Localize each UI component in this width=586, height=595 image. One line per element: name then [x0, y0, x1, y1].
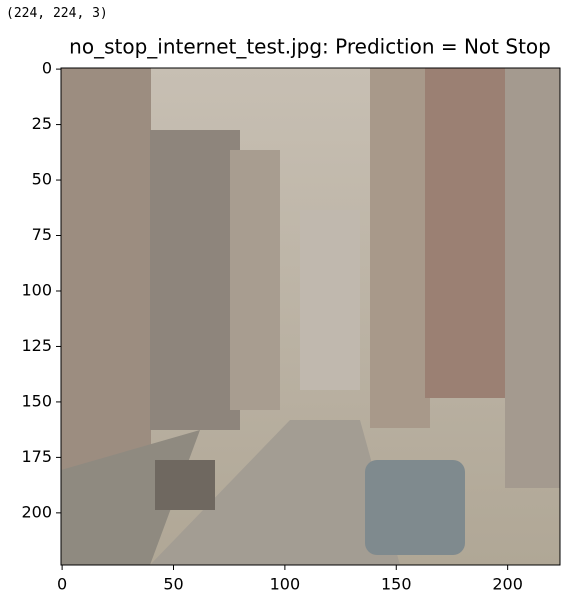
- image: [61, 68, 560, 565]
- y-tick-label: 25: [32, 114, 52, 133]
- y-tick-label: 125: [21, 336, 52, 355]
- x-tick-label: 0: [57, 575, 67, 594]
- y-tick-label: 200: [21, 502, 52, 521]
- y-tick-label: 0: [42, 59, 52, 78]
- chart-title: no_stop_internet_test.jpg: Prediction = …: [69, 35, 551, 59]
- y-tick-label: 50: [32, 170, 52, 189]
- cell-output: (224, 224, 3): [6, 6, 108, 21]
- y-tick-label: 175: [21, 447, 52, 466]
- x-tick-label: 200: [492, 575, 523, 594]
- axes-frame: [60, 67, 561, 566]
- x-tick-label: 100: [270, 575, 301, 594]
- x-tick-label: 50: [163, 575, 183, 594]
- y-tick-label: 75: [32, 225, 52, 244]
- y-tick-label: 100: [21, 280, 52, 299]
- x-tick-label: 150: [381, 575, 412, 594]
- y-tick-label: 150: [21, 391, 52, 410]
